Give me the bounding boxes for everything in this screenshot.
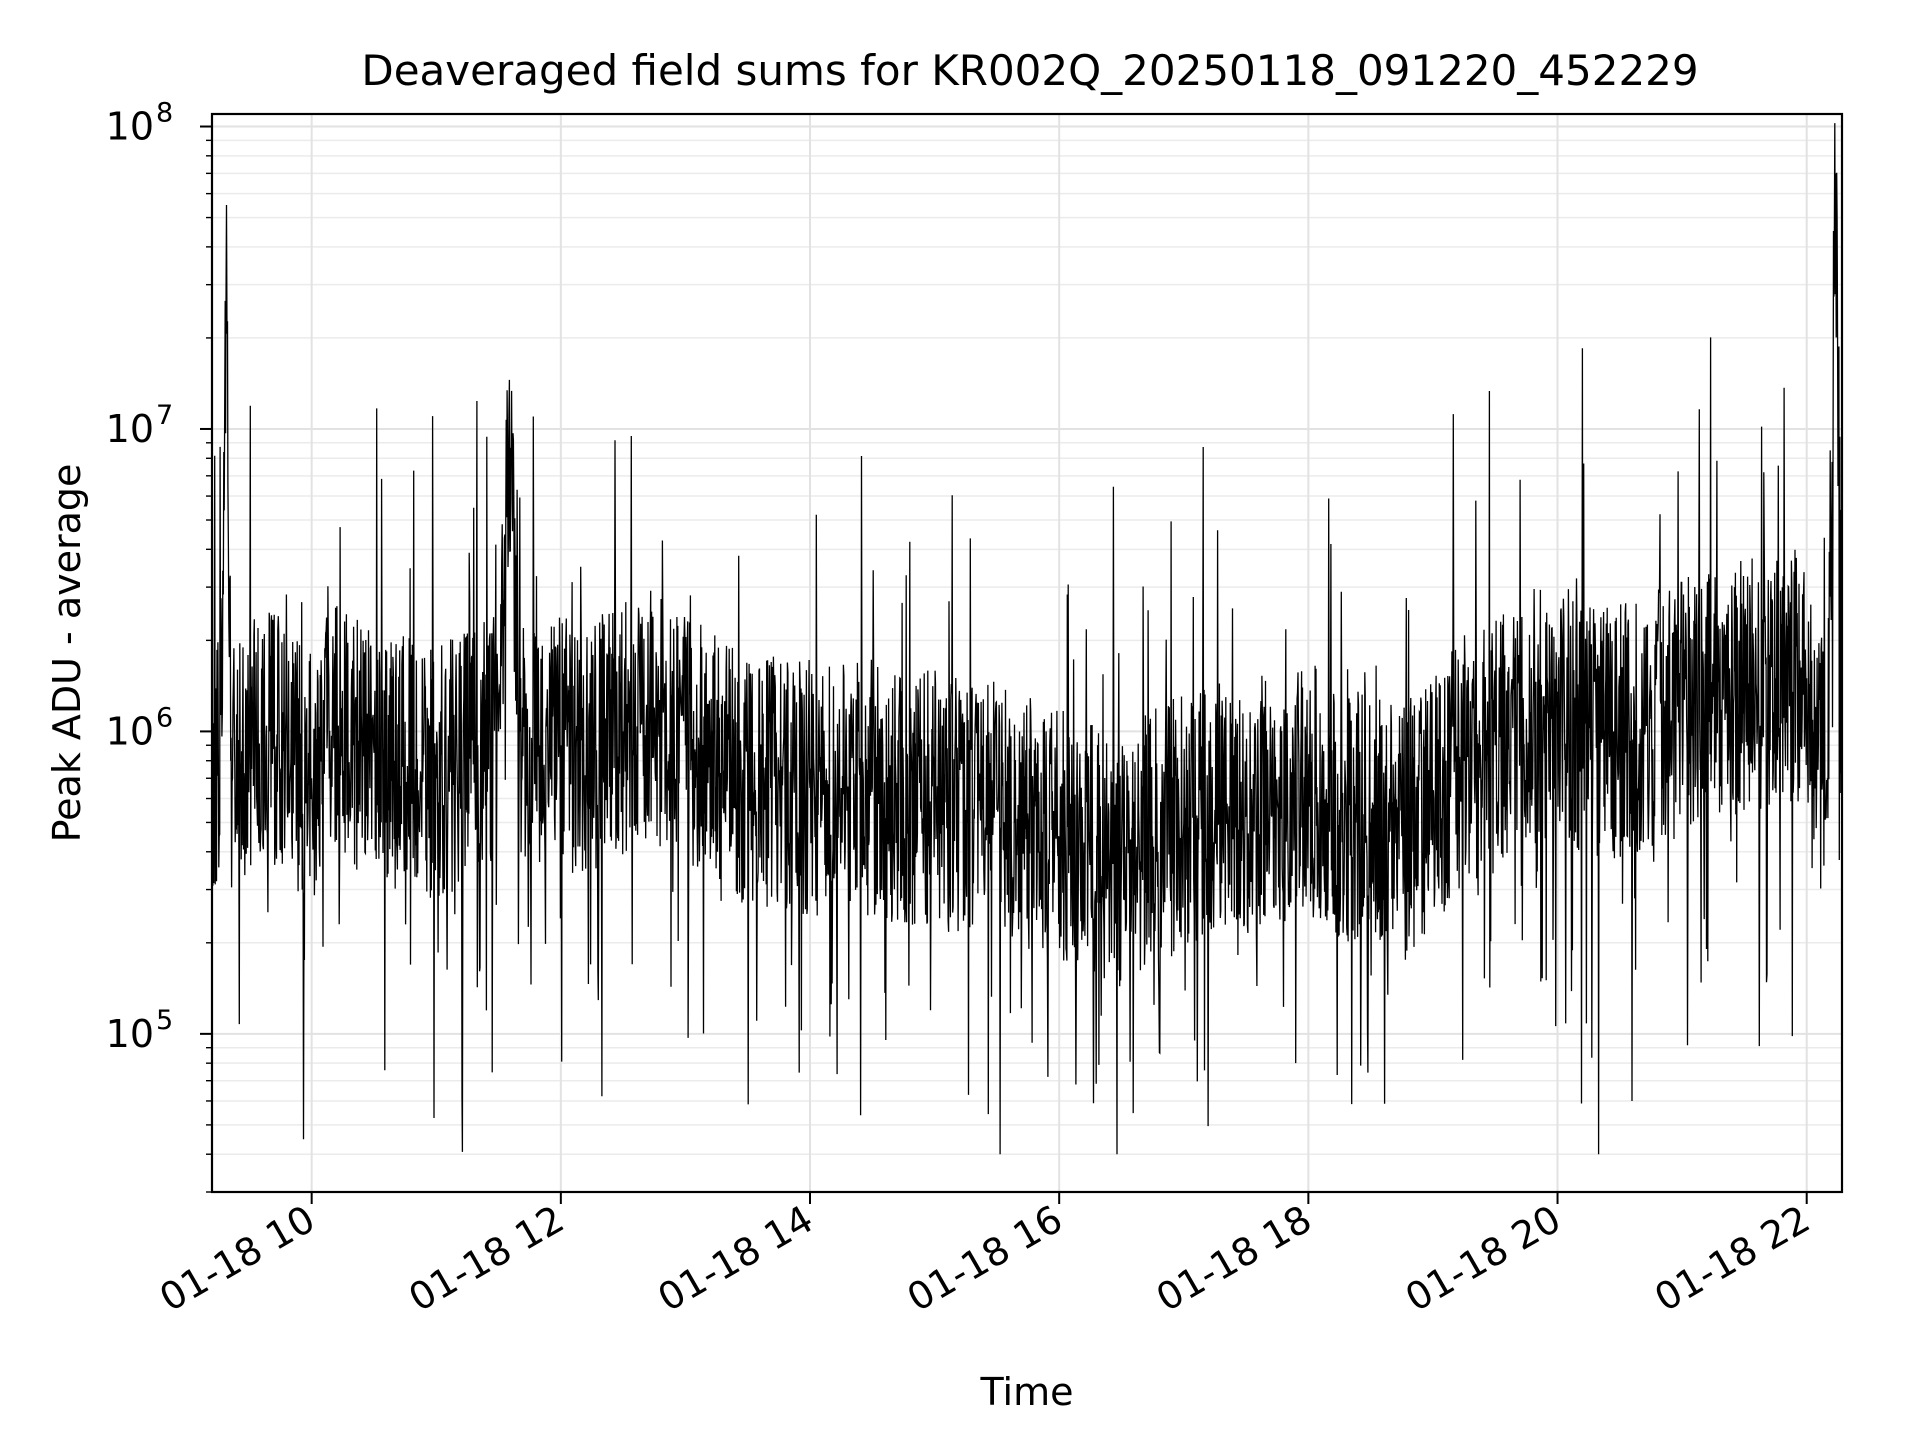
y-tick-label-exponent: 7 xyxy=(156,400,173,431)
y-axis-label: Peak ADU - average xyxy=(45,464,89,843)
y-tick-label: 10 xyxy=(106,105,154,149)
y-tick-label-exponent: 6 xyxy=(156,702,173,733)
series-line xyxy=(211,123,1843,1155)
y-tick-label: 10 xyxy=(106,1012,154,1056)
plot-frame xyxy=(210,112,1844,1194)
x-axis-label: Time xyxy=(980,1370,1074,1414)
y-tick-label: 10 xyxy=(106,709,154,753)
chart-title: Deaveraged field sums for KR002Q_2025011… xyxy=(361,46,1698,95)
y-tick-label-exponent: 8 xyxy=(156,98,173,129)
series-group xyxy=(211,123,1843,1155)
y-tick-label-exponent: 5 xyxy=(156,1005,173,1036)
y-tick-label: 10 xyxy=(106,407,154,451)
